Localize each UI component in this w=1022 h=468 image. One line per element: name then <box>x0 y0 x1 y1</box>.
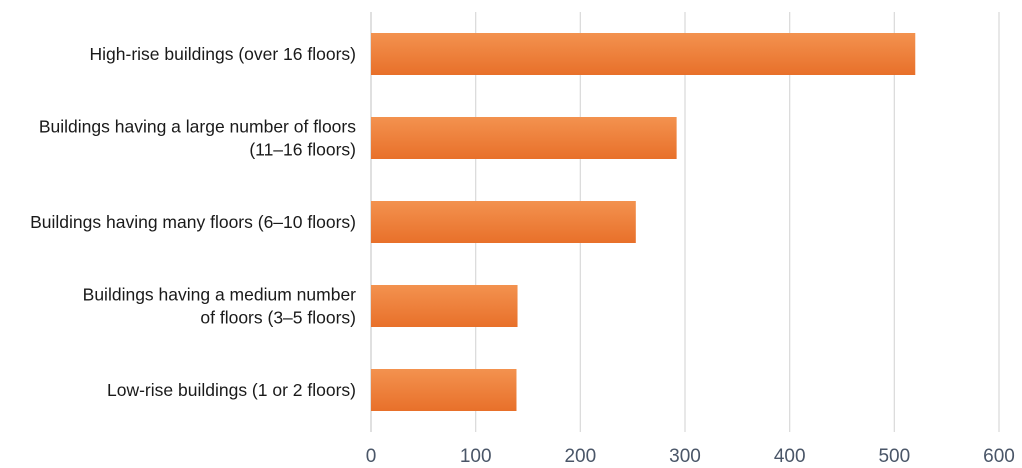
bar <box>371 201 636 243</box>
category-label: Buildings having a large number of floor… <box>39 117 356 137</box>
category-label: Buildings having a medium number <box>83 285 357 305</box>
x-tick-label: 500 <box>878 446 910 467</box>
category-label: High-rise buildings (over 16 floors) <box>90 44 357 64</box>
x-tick-label: 600 <box>983 446 1015 467</box>
bar <box>371 117 677 159</box>
bar <box>371 285 518 327</box>
x-tick-label: 200 <box>564 446 596 467</box>
x-axis-ticks: 0 100 200 300 400 500 600 <box>366 446 1015 467</box>
bar <box>371 369 516 411</box>
category-label: Low-rise buildings (1 or 2 floors) <box>107 380 356 400</box>
x-tick-label: 0 <box>366 446 377 467</box>
x-tick-label: 300 <box>669 446 701 467</box>
category-label: (11–16 floors) <box>249 140 356 160</box>
category-label: Buildings having many floors (6–10 floor… <box>30 212 356 232</box>
category-label: of floors (3–5 floors) <box>200 308 356 328</box>
bars <box>371 33 915 411</box>
category-labels: High-rise buildings (over 16 floors) Buil… <box>30 44 356 400</box>
bar <box>371 33 915 75</box>
x-tick-label: 100 <box>460 446 492 467</box>
x-tick-label: 400 <box>774 446 806 467</box>
